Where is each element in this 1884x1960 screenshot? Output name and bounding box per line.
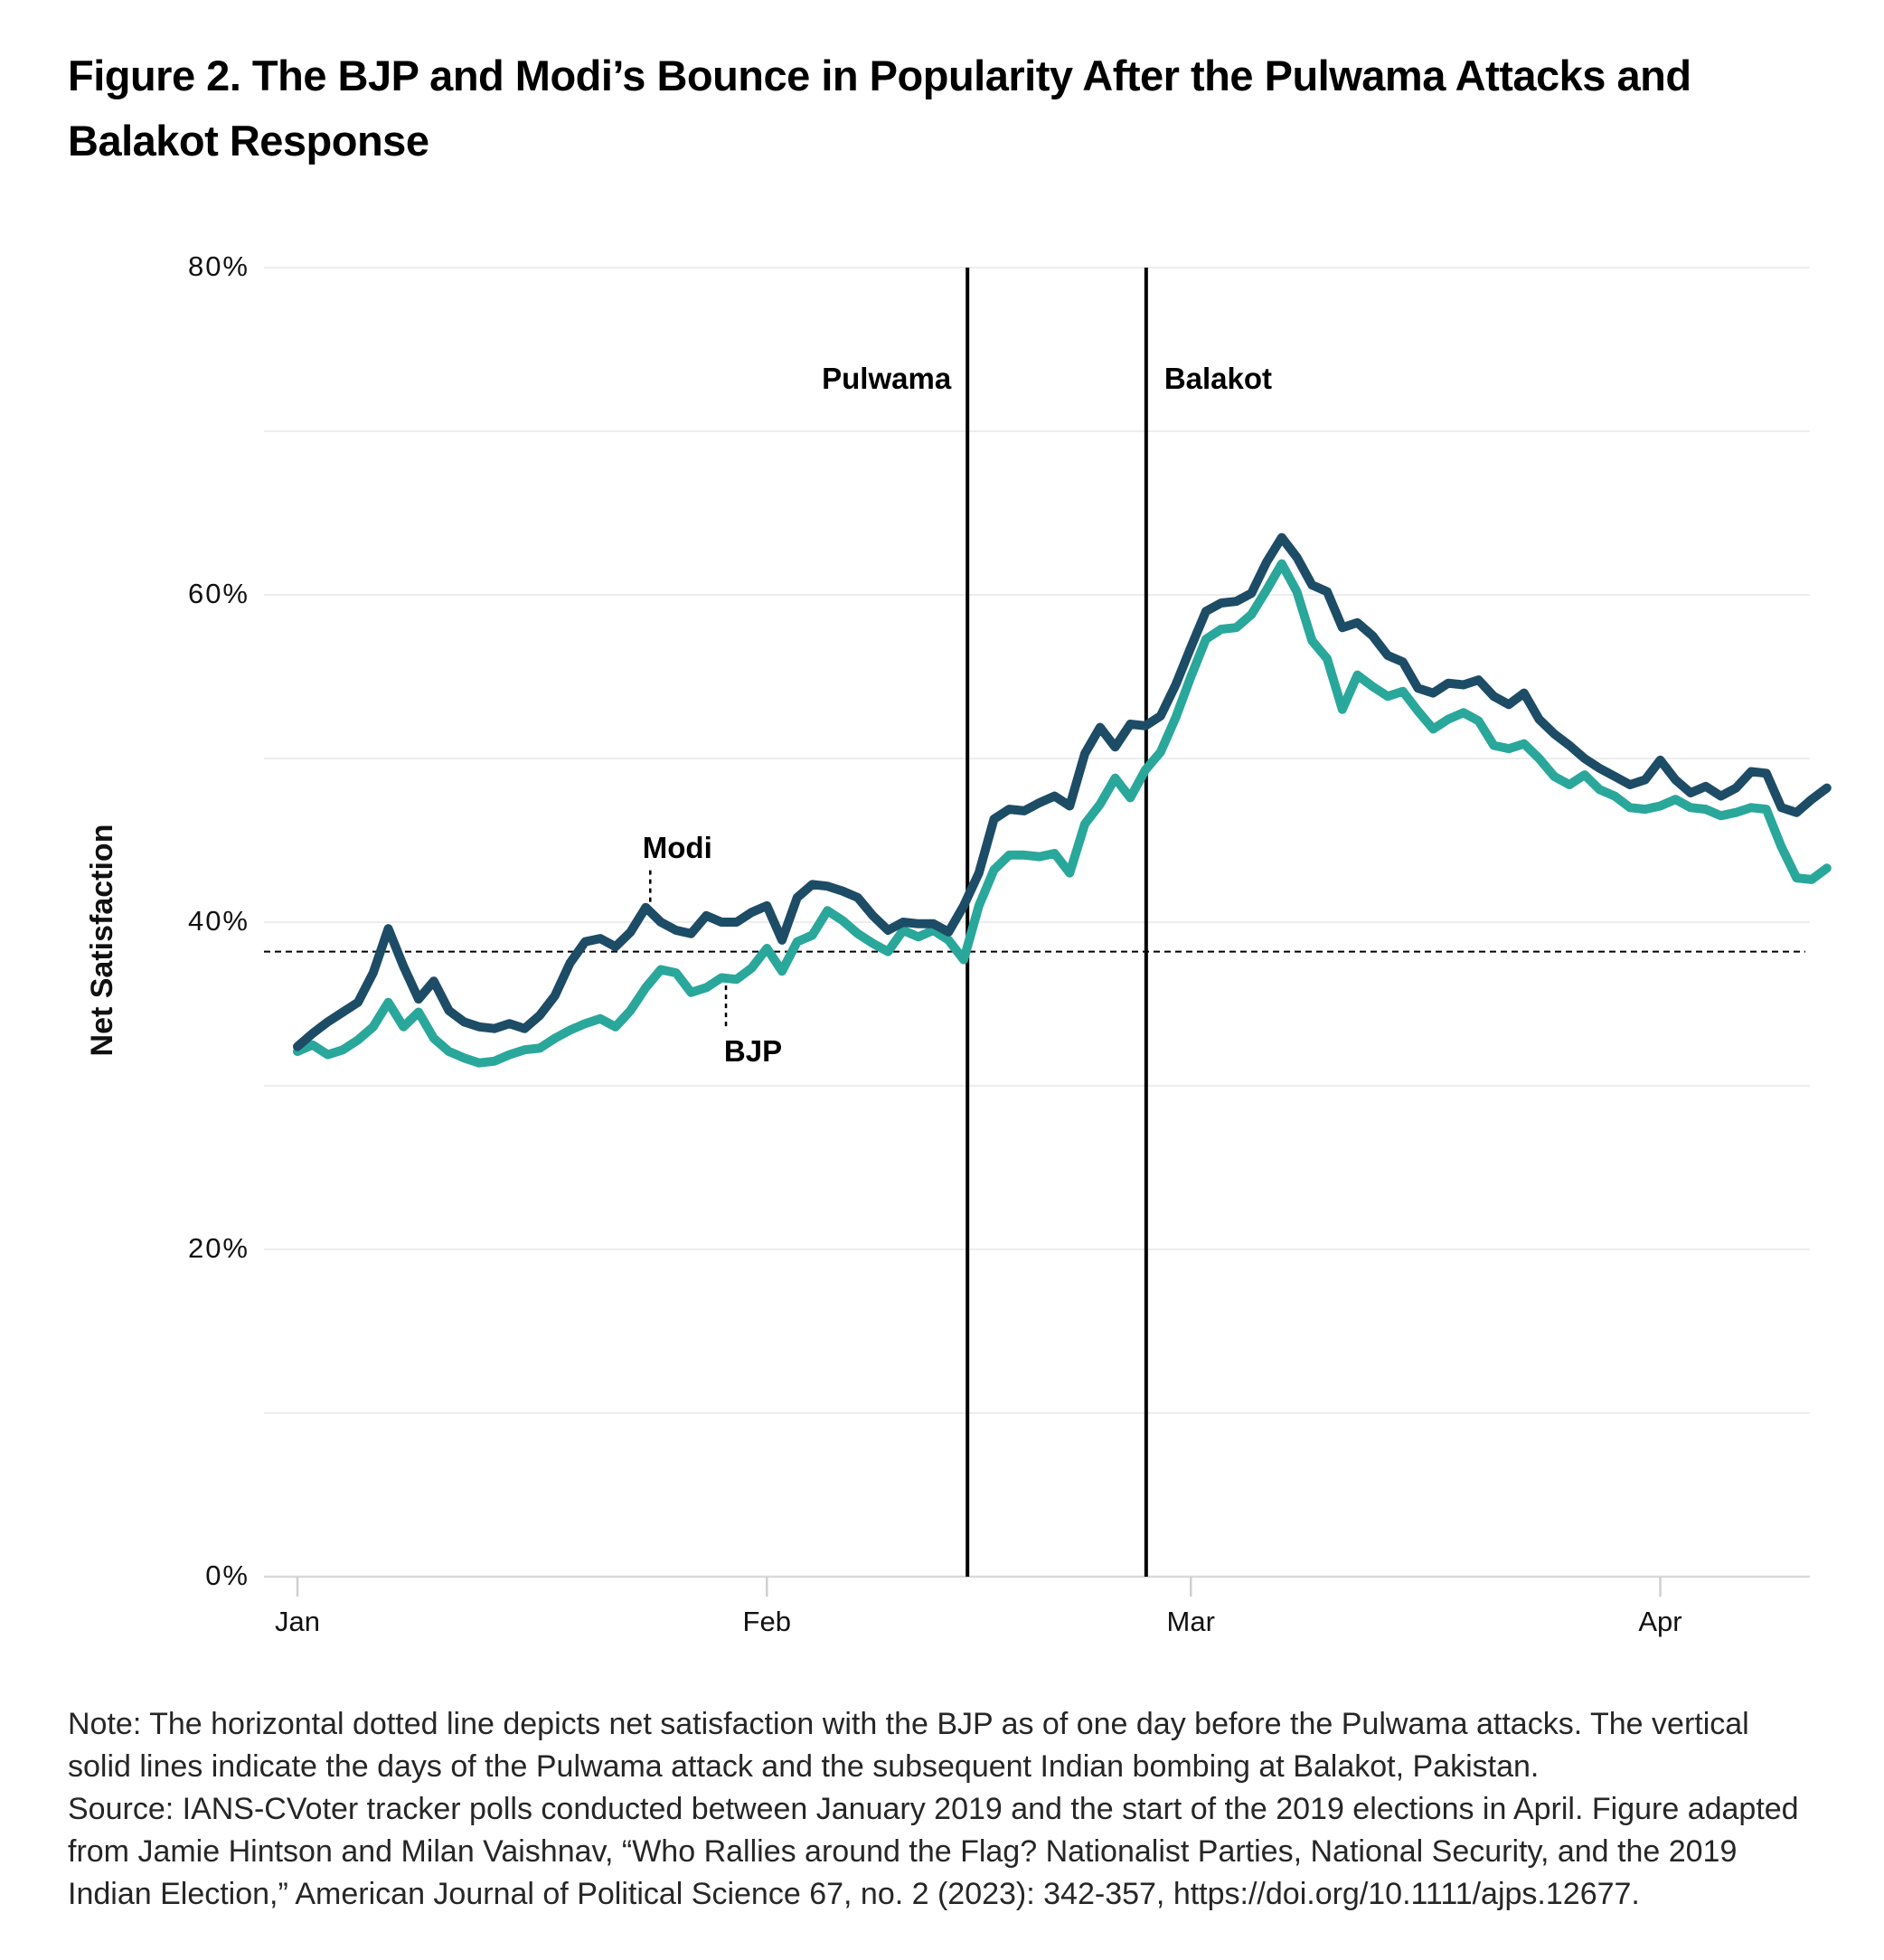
source-text: Source: IANS-CVoter tracker polls conduc… [68, 1792, 1799, 1911]
note-block: Note: The horizontal dotted line depicts… [68, 1703, 1816, 1916]
x-tick-label-feb: Feb [742, 1606, 791, 1637]
line-chart-canvas [264, 267, 1832, 1597]
series-label-modi: Modi [642, 830, 712, 864]
event-label-pulwama: Pulwama [822, 362, 952, 395]
y-axis-title: Net Satisfaction [85, 824, 119, 1057]
event-label-balakot: Balakot [1163, 362, 1273, 395]
x-tick-label-jan: Jan [275, 1606, 320, 1637]
series-label-bjp: BJP [723, 1034, 783, 1069]
y-tick-label-0: 0% [205, 1560, 250, 1591]
figure-title: Figure 2. The BJP and Modi’s Bounce in P… [68, 52, 1691, 165]
y-tick-label-60: 60% [187, 578, 250, 609]
x-tick-label-apr: Apr [1638, 1606, 1682, 1637]
y-tick-label-20: 20% [187, 1232, 250, 1264]
note-text: Note: The horizontal dotted line depicts… [68, 1707, 1749, 1784]
y-tick-label-80: 80% [187, 250, 250, 282]
x-tick-label-mar: Mar [1166, 1606, 1215, 1637]
y-tick-label-40: 40% [187, 905, 250, 937]
series-line-modi [293, 532, 1832, 1051]
series-line-bjp [293, 559, 1832, 1068]
